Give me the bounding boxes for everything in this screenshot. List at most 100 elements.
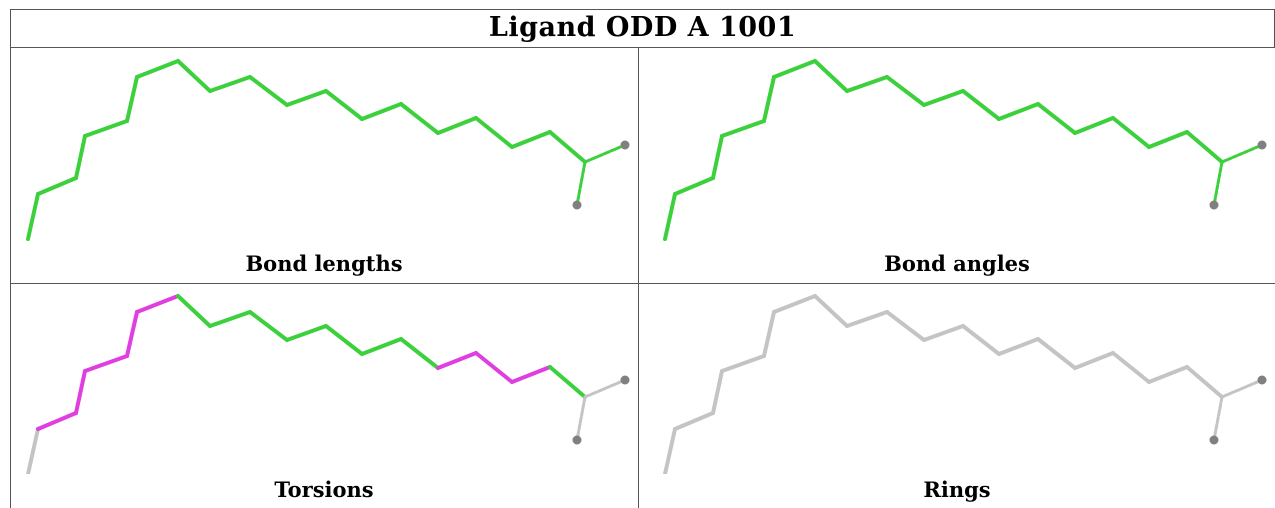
molecule-rings [663, 294, 1267, 474]
atom-methyl-a [620, 140, 630, 150]
bond-9 [285, 324, 328, 342]
bond-branch-b [575, 395, 587, 442]
bond-0 [26, 427, 40, 474]
bond-10 [961, 324, 1001, 356]
bond-1 [36, 411, 78, 431]
bond-8 [885, 75, 926, 107]
bond-7 [208, 310, 252, 328]
bond-8 [248, 75, 289, 107]
bond-6 [813, 294, 849, 328]
bond-4 [762, 75, 776, 123]
bond-5 [135, 59, 180, 79]
bond-15 [510, 365, 552, 384]
bond-4 [125, 310, 139, 358]
bond-13 [436, 351, 478, 370]
bond-2 [711, 369, 724, 415]
ligand-validation-table: Ligand ODD A 1001 Bond lengths Bond angl… [10, 9, 1275, 508]
title-divider [10, 47, 1275, 48]
bond-9 [922, 89, 965, 107]
bond-5 [135, 294, 180, 314]
bond-4 [125, 75, 139, 123]
bond-16 [1185, 130, 1224, 164]
panel-bond-lengths: Bond lengths [10, 48, 638, 283]
ligand-title: Ligand ODD A 1001 [488, 12, 797, 43]
bond-8 [885, 310, 926, 342]
bond-14 [474, 116, 514, 149]
bond-7 [208, 75, 252, 93]
bond-0 [663, 192, 677, 241]
bond-3 [83, 119, 129, 138]
bond-10 [324, 89, 364, 121]
atom-methyl-b [572, 200, 582, 210]
bond-1 [36, 176, 78, 196]
bond-branch-b [575, 160, 587, 207]
bond-branch-a [1220, 143, 1264, 164]
bond-12 [399, 337, 440, 370]
atom-methyl-b [1209, 435, 1219, 445]
bond-branch-b [1212, 160, 1224, 207]
bond-12 [1036, 102, 1077, 135]
bond-11 [997, 102, 1040, 121]
atom-methyl-a [620, 375, 630, 385]
atom-methyl-a [1257, 375, 1267, 385]
panel-rings: Rings [639, 284, 1275, 508]
bond-15 [1147, 130, 1189, 149]
bond-3 [720, 119, 766, 138]
bond-14 [474, 351, 514, 384]
bond-12 [1036, 337, 1077, 370]
bond-15 [510, 130, 552, 149]
bond-10 [961, 89, 1001, 121]
top-border [10, 9, 1275, 10]
bond-16 [548, 130, 587, 164]
bond-1 [673, 176, 715, 196]
bond-2 [74, 369, 87, 415]
bond-3 [720, 354, 766, 373]
caption-bond-angles: Bond angles [884, 251, 1030, 276]
bond-4 [762, 310, 776, 358]
bond-5 [772, 294, 817, 314]
bond-3 [83, 354, 129, 373]
bond-branch-b [1212, 395, 1224, 442]
bond-12 [399, 102, 440, 135]
bond-14 [1111, 116, 1151, 149]
bond-branch-a [583, 143, 627, 164]
molecule-bond-angles [663, 59, 1267, 241]
caption-rings: Rings [923, 477, 991, 502]
bond-8 [248, 310, 289, 342]
atom-methyl-a [1257, 140, 1267, 150]
bond-16 [1185, 365, 1224, 399]
bond-7 [845, 75, 889, 93]
bond-2 [711, 134, 724, 180]
bond-7 [845, 310, 889, 328]
molecule-bond-lengths [26, 59, 630, 241]
bond-branch-a [1220, 378, 1264, 399]
bond-9 [285, 89, 328, 107]
bond-16 [548, 365, 587, 399]
bond-6 [813, 59, 849, 93]
caption-torsions: Torsions [274, 477, 374, 502]
bond-13 [1073, 351, 1115, 370]
bond-13 [1073, 116, 1115, 135]
bond-6 [176, 294, 212, 328]
bond-10 [324, 324, 364, 356]
bond-14 [1111, 351, 1151, 384]
bond-9 [922, 324, 965, 342]
molecule-torsions [26, 294, 630, 474]
row-divider [10, 283, 1275, 284]
bond-11 [997, 337, 1040, 356]
atom-methyl-b [1209, 200, 1219, 210]
panel-torsions: Torsions [10, 284, 638, 508]
bond-branch-a [583, 378, 627, 399]
bond-5 [772, 59, 817, 79]
bond-1 [673, 411, 715, 431]
column-divider [638, 47, 639, 508]
bond-0 [26, 192, 40, 241]
bond-13 [436, 116, 478, 135]
bond-2 [74, 134, 87, 180]
bond-0 [663, 427, 677, 474]
caption-bond-lengths: Bond lengths [245, 251, 403, 276]
atom-methyl-b [572, 435, 582, 445]
bond-11 [360, 102, 403, 121]
bond-6 [176, 59, 212, 93]
panel-bond-angles: Bond angles [639, 48, 1275, 283]
